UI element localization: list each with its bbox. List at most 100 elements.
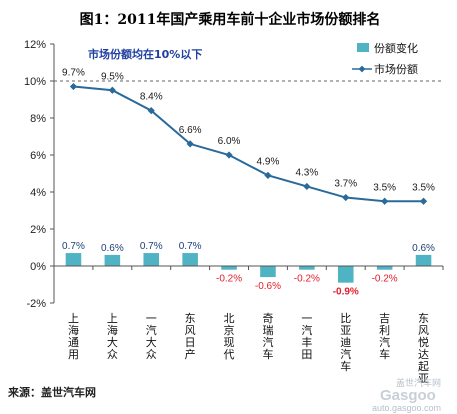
x-category-label: 众	[107, 348, 118, 361]
share-marker	[147, 107, 155, 115]
x-category-label: 一	[301, 312, 312, 325]
x-category-label: 汽	[262, 335, 273, 349]
change-label: 0.6%	[101, 243, 124, 254]
y-tick-label: 6%	[30, 150, 46, 162]
x-category-label: 京	[224, 323, 235, 337]
legend-line-marker	[358, 65, 366, 73]
x-category-label: 悦	[418, 335, 429, 349]
share-line	[73, 85, 424, 203]
x-category-label: 亚	[340, 324, 351, 337]
x-category-label: 用	[68, 348, 79, 361]
x-category-label: 上	[68, 312, 79, 325]
x-category-label: 汽	[146, 323, 157, 337]
bar	[415, 254, 432, 266]
share-marker	[108, 86, 116, 94]
source-note: 来源：盖世汽车网	[7, 385, 96, 399]
line-series	[69, 82, 428, 205]
x-category-label: 代	[224, 348, 235, 361]
y-tick-label: 12%	[24, 39, 46, 51]
legend-bar-swatch	[357, 43, 369, 52]
x-category-label: 北	[224, 312, 235, 325]
y-tick-label: 0%	[30, 261, 46, 273]
y-tick-label: -2%	[26, 298, 46, 310]
x-category-label: 汽	[379, 335, 390, 349]
watermark-tagline: 盖世汽车网	[396, 377, 441, 388]
share-label: 3.5%	[412, 182, 435, 193]
bar	[376, 266, 393, 270]
share-label: 6.6%	[179, 125, 202, 136]
x-category-label: 田	[301, 348, 312, 361]
change-label: 0.6%	[412, 243, 435, 254]
share-marker	[419, 197, 428, 205]
share-label: 3.5%	[373, 182, 396, 193]
x-axis: 上海通用上海大众一汽大众东风日产北京现代奇瑞汽车一汽丰田比亚迪汽车吉利汽车东风悦…	[53, 265, 444, 385]
share-marker	[186, 140, 194, 148]
x-category-label: 迪	[340, 336, 351, 349]
x-category-label: 吉	[379, 312, 390, 325]
share-marker	[264, 171, 272, 179]
y-tick-label: 8%	[30, 113, 46, 125]
x-category-label: 现	[224, 336, 235, 349]
annotation: 市场份额均在10%以下	[88, 47, 202, 61]
x-category-label: 车	[340, 359, 351, 373]
x-category-label: 东	[185, 312, 196, 325]
share-label: 9.5%	[101, 71, 124, 82]
legend-bar-label: 份额变化	[374, 41, 418, 55]
share-label: 8.4%	[140, 92, 163, 103]
bar-series	[65, 253, 432, 283]
x-category-label: 一	[146, 312, 157, 325]
x-category-label: 大	[146, 335, 157, 349]
bar	[337, 266, 354, 283]
x-category-label: 通	[68, 336, 79, 349]
y-tick-label: 4%	[30, 187, 46, 199]
bar	[299, 266, 315, 270]
x-category-label: 上	[107, 312, 118, 325]
bar	[260, 266, 276, 278]
x-category-label: 奇	[262, 312, 273, 325]
x-category-label: 海	[68, 323, 79, 337]
x-category-label: 汽	[301, 323, 312, 337]
x-category-label: 瑞	[262, 323, 273, 337]
x-category-label: 车	[262, 347, 273, 361]
change-label: -0.2%	[216, 274, 242, 285]
x-category-label: 海	[107, 323, 118, 337]
y-axis: -2% 0% 2% 4% 6% 8% 10% 12%	[24, 39, 55, 310]
change-label: -0.2%	[294, 274, 320, 285]
change-label: -0.2%	[372, 274, 398, 285]
x-category-label: 车	[379, 347, 390, 361]
watermark: 盖世汽车网 Gasgoo auto.gasgoo.com	[372, 377, 441, 413]
share-label: 6.0%	[218, 136, 241, 147]
share-label: 4.3%	[295, 167, 318, 178]
legend: 份额变化 市场份额	[352, 41, 418, 76]
x-category-label: 风	[418, 324, 429, 337]
data-labels: 9.7% 9.5% 8.4% 6.6% 6.0% 4.9% 4.3% 3.7% 3.5% 3.5%…	[62, 68, 435, 298]
x-category-label: 日	[185, 336, 196, 349]
bar	[143, 253, 160, 266]
change-label: 0.7%	[140, 241, 163, 252]
share-label: 9.7%	[62, 68, 85, 79]
x-category-label: 达	[418, 348, 429, 361]
x-category-label: 东	[418, 312, 429, 325]
x-category-label: 比	[340, 312, 351, 325]
change-label: 0.7%	[62, 241, 85, 252]
change-label: 0.7%	[179, 241, 202, 252]
x-category-label: 众	[146, 348, 157, 361]
x-category-label: 丰	[301, 336, 312, 349]
share-label: 4.9%	[257, 156, 280, 167]
x-category-label: 大	[107, 335, 118, 349]
chart-title: 图1：2011年国产乘用车前十企业市场份额排名	[80, 11, 381, 28]
bar	[221, 266, 237, 270]
change-label: -0.9%	[333, 287, 359, 298]
x-category-label: 风	[185, 324, 196, 337]
x-category-label: 利	[379, 324, 390, 337]
share-marker	[69, 82, 78, 91]
x-category-label: 起	[418, 360, 429, 373]
watermark-url: auto.gasgoo.com	[372, 403, 441, 413]
bar	[182, 253, 198, 266]
x-category-label: 亚	[418, 372, 429, 385]
change-label: -0.6%	[255, 281, 281, 292]
share-marker	[303, 182, 311, 191]
y-tick-label: 2%	[30, 224, 46, 236]
share-marker	[342, 193, 350, 202]
